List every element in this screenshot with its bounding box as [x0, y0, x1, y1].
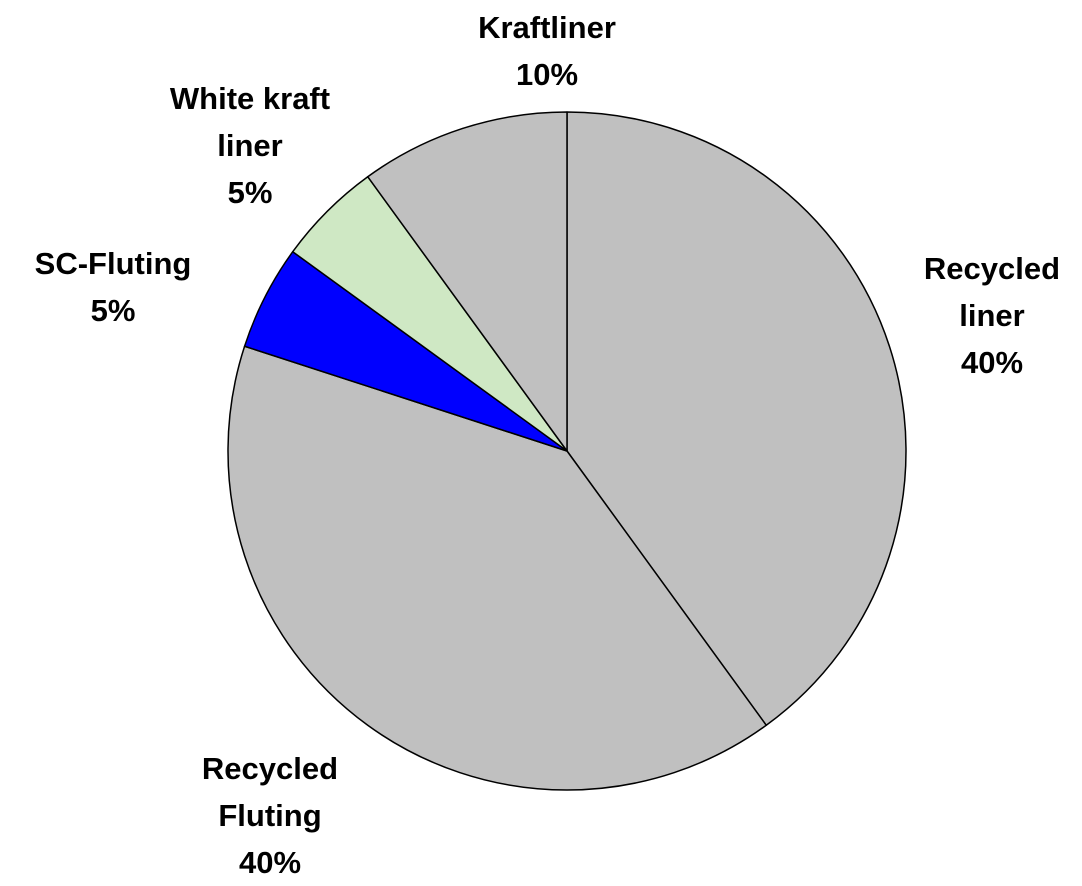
value-label: 40%	[238, 845, 302, 880]
slice-label: SC-Fluting 5%	[3, 240, 223, 334]
value-label: 40%	[960, 345, 1024, 380]
slice-label: White kraft liner 5%	[135, 75, 365, 216]
pie-slice	[566, 111, 907, 727]
pie-slice	[366, 111, 568, 452]
slice-label: Recycled Fluting 40%	[155, 745, 385, 886]
value-label: 10%	[515, 57, 579, 92]
category-label: White kraft liner	[169, 81, 331, 163]
value-label: 5%	[227, 175, 273, 210]
pie-slice	[227, 345, 768, 791]
slice-label: Recycled liner 40%	[892, 245, 1082, 386]
category-label: Recycled Fluting	[201, 751, 339, 833]
value-label: 5%	[90, 293, 136, 328]
category-label: Kraftliner	[478, 10, 616, 45]
category-label: SC-Fluting	[34, 246, 192, 281]
slice-label: Kraftliner 10%	[447, 4, 647, 98]
category-label: Recycled liner	[923, 251, 1061, 333]
